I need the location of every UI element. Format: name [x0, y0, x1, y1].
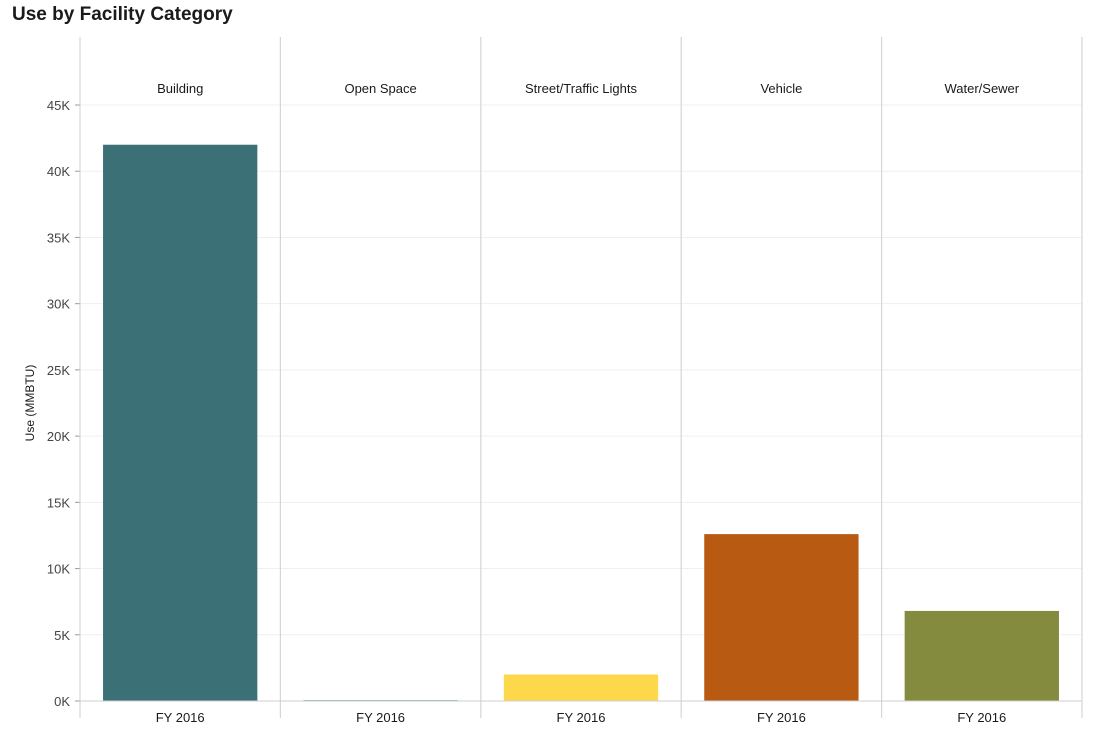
y-tick-label: 20K	[47, 429, 70, 444]
bar	[904, 610, 1059, 701]
x-tick-label: FY 2016	[356, 710, 405, 725]
x-tick-label: FY 2016	[156, 710, 205, 725]
y-tick-label: 25K	[47, 363, 70, 378]
x-tick-label: FY 2016	[557, 710, 606, 725]
panel-label: Street/Traffic Lights	[525, 81, 637, 96]
y-tick-label: 30K	[47, 297, 70, 312]
y-tick-label: 5K	[54, 628, 70, 643]
panel-separators	[279, 37, 1083, 718]
y-axis-label: Use (MMBTU)	[23, 365, 37, 442]
x-tick-label: FY 2016	[957, 710, 1006, 725]
panel-label: Water/Sewer	[944, 81, 1019, 96]
axes	[75, 37, 1082, 718]
chart-title: Use by Facility Category	[12, 4, 233, 25]
y-tick-label: 45K	[47, 98, 70, 113]
y-tick-label: 15K	[47, 495, 70, 510]
bar	[103, 144, 258, 701]
panel-label: Open Space	[344, 81, 416, 96]
y-tick-label: 40K	[47, 164, 70, 179]
grid-lines	[80, 104, 1082, 636]
panel-label: Vehicle	[760, 81, 802, 96]
x-tick-label: FY 2016	[757, 710, 806, 725]
bar	[704, 534, 859, 701]
y-tick-label: 0K	[54, 694, 70, 709]
bar	[503, 674, 659, 701]
y-tick-label: 35K	[47, 230, 70, 245]
labels: Use (MMBTU) 0K 5K 10K 15K 20K 25K 30K 35K 40K 45K…	[23, 81, 1020, 725]
panel-label: Building	[157, 81, 203, 96]
y-tick-label: 10K	[47, 562, 70, 577]
bars	[103, 144, 1059, 702]
